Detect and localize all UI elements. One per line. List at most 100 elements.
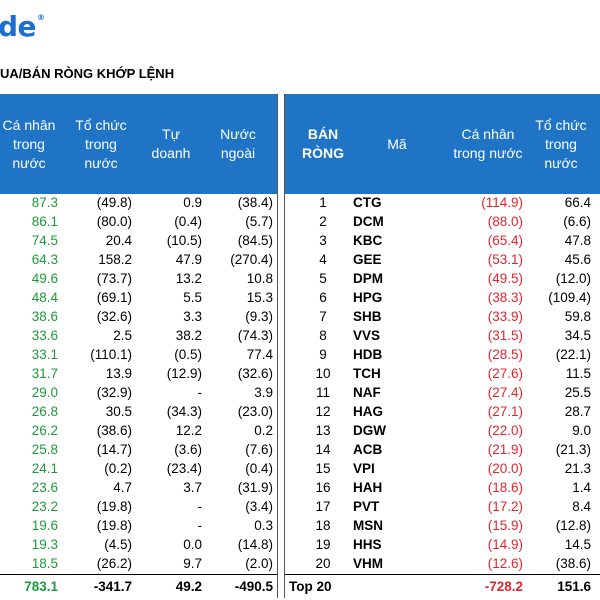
cell-individual: (49.5)	[487, 271, 523, 286]
table-row: 19 HHS (14.9) 14.5	[285, 536, 600, 555]
cell-foreign: (2.0)	[245, 556, 273, 571]
table-row: 3 KBC (65.4) 47.8	[285, 232, 600, 251]
cell-foreign: (84.5)	[237, 233, 273, 248]
cell-foreign: (23.0)	[237, 404, 273, 419]
cell-individual: 64.3	[31, 252, 58, 267]
table-row: 48.4 (69.1) 5.5 15.3	[0, 289, 277, 308]
total-foreign: -490.5	[234, 579, 273, 594]
table-row: 64.3 158.2 47.9 (270.4)	[0, 251, 277, 270]
cell-institution: (69.1)	[96, 290, 132, 305]
cell-individual: 49.6	[31, 271, 58, 286]
net-buy-table-header: Cá nhân trong nước Tổ chức trong nước Tự…	[0, 94, 277, 194]
total-individual: -728.2	[484, 579, 523, 594]
cell-institution: 28.7	[564, 404, 591, 419]
cell-institution: 8.4	[572, 499, 591, 514]
cell-individual: (31.5)	[487, 328, 523, 343]
cell-institution: (12.0)	[555, 271, 591, 286]
cell-institution: (19.8)	[96, 499, 132, 514]
cell-proprietary: 0.9	[183, 195, 202, 210]
cell-institution: (19.8)	[96, 518, 132, 533]
cell-individual: (114.9)	[481, 195, 523, 210]
cell-proprietary: (0.4)	[174, 214, 202, 229]
table-row: 11 NAF (27.4) 25.5	[285, 384, 600, 403]
cell-institution: 45.6	[564, 252, 591, 267]
cell-individual: (65.4)	[487, 233, 523, 248]
cell-individual: (38.3)	[487, 290, 523, 305]
table-row: 17 PVT (17.2) 8.4	[285, 498, 600, 517]
table-row: 19.6 (19.8) - 0.3	[0, 517, 277, 536]
table-row: 19.3 (4.5) 0.0 (14.8)	[0, 536, 277, 555]
cell-ticker: DGW	[353, 423, 386, 438]
cell-individual: (33.9)	[487, 309, 523, 324]
cell-institution: 30.5	[105, 404, 132, 419]
cell-individual: 33.1	[31, 347, 58, 362]
table-row: 29.0 (32.9) - 3.9	[0, 384, 277, 403]
net-buy-total-row: 783.1 -341.7 49.2 -490.5	[0, 574, 277, 598]
table-row: 1 CTG (114.9) 66.4	[285, 194, 600, 213]
cell-foreign: (14.8)	[237, 537, 273, 552]
col-header-institution: Tổ chức trong nước	[75, 116, 127, 171]
cell-foreign: (9.3)	[245, 309, 273, 324]
cell-individual: (53.1)	[487, 252, 523, 267]
cell-institution: (6.6)	[563, 214, 591, 229]
cell-institution: (32.6)	[96, 309, 132, 324]
table-row: 10 TCH (27.6) 11.5	[285, 365, 600, 384]
table-row: 86.1 (80.0) (0.4) (5.7)	[0, 213, 277, 232]
table-row: 18.5 (26.2) 9.7 (2.0)	[0, 555, 277, 574]
cell-ticker: GEE	[353, 252, 382, 267]
cell-institution: (22.1)	[555, 347, 591, 362]
cell-proprietary: (3.6)	[174, 442, 202, 457]
cell-institution: (21.3)	[555, 442, 591, 457]
cell-individual: (21.9)	[487, 442, 523, 457]
table-row: 20 VHM (12.6) (38.6)	[285, 555, 600, 574]
cell-institution: (38.6)	[555, 556, 591, 571]
cell-ticker: SHB	[353, 309, 382, 324]
cell-institution: 11.5	[565, 366, 591, 381]
cell-individual: (22.0)	[487, 423, 523, 438]
cell-individual: 29.0	[31, 385, 58, 400]
cell-institution: (80.0)	[96, 214, 132, 229]
cell-institution: 21.3	[564, 461, 591, 476]
table-row: 7 SHB (33.9) 59.8	[285, 308, 600, 327]
table-row: 25.8 (14.7) (3.6) (7.6)	[0, 441, 277, 460]
cell-ticker: VHM	[353, 556, 383, 571]
cell-foreign: 3.9	[254, 385, 273, 400]
cell-individual: 18.5	[31, 556, 58, 571]
table-row: 87.3 (49.8) 0.9 (38.4)	[0, 194, 277, 213]
cell-institution: (4.5)	[104, 537, 132, 552]
cell-institution: 25.5	[564, 385, 591, 400]
cell-foreign: (31.9)	[237, 480, 273, 495]
cell-proprietary: (34.3)	[166, 404, 202, 419]
cell-institution: 158.2	[98, 252, 132, 267]
table-row: 33.1 (110.1) (0.5) 77.4	[0, 346, 277, 365]
cell-ticker: KBC	[353, 233, 383, 248]
cell-foreign: (38.4)	[237, 195, 273, 210]
table-row: 24.1 (0.2) (23.4) (0.4)	[0, 460, 277, 479]
cell-proprietary: 3.7	[183, 480, 202, 495]
cell-ticker: ACB	[353, 442, 383, 457]
cell-foreign: 15.3	[246, 290, 273, 305]
table-row: 31.7 13.9 (12.9) (32.6)	[0, 365, 277, 384]
cell-institution: 20.4	[105, 233, 132, 248]
cell-institution: (38.6)	[96, 423, 132, 438]
cell-proprietary: 9.7	[183, 556, 202, 571]
cell-individual: 26.2	[31, 423, 58, 438]
table-row: 9 HDB (28.5) (22.1)	[285, 346, 600, 365]
table-row: 14 ACB (21.9) (21.3)	[285, 441, 600, 460]
cell-individual: 19.3	[31, 537, 58, 552]
cell-individual: (27.1)	[487, 404, 523, 419]
cell-ticker: NAF	[353, 385, 381, 400]
page-title: UA/BÁN RÒNG KHỚP LỆNH	[0, 66, 175, 81]
col-header-institution: Tổ chức trong nước	[535, 116, 587, 171]
total-proprietary: 49.2	[175, 579, 202, 594]
cell-ticker: CTG	[353, 195, 382, 210]
cell-foreign: 0.3	[254, 518, 273, 533]
table-row: 2 DCM (88.0) (6.6)	[285, 213, 600, 232]
cell-ticker: HAH	[353, 480, 383, 495]
cell-rank: 3	[319, 233, 327, 248]
cell-ticker: MSN	[353, 518, 383, 533]
cell-rank: 5	[319, 271, 327, 286]
net-sell-total-row: Top 20 -728.2 151.6	[285, 574, 600, 598]
cell-institution: 1.4	[572, 480, 591, 495]
table-row: 33.6 2.5 38.2 (74.3)	[0, 327, 277, 346]
